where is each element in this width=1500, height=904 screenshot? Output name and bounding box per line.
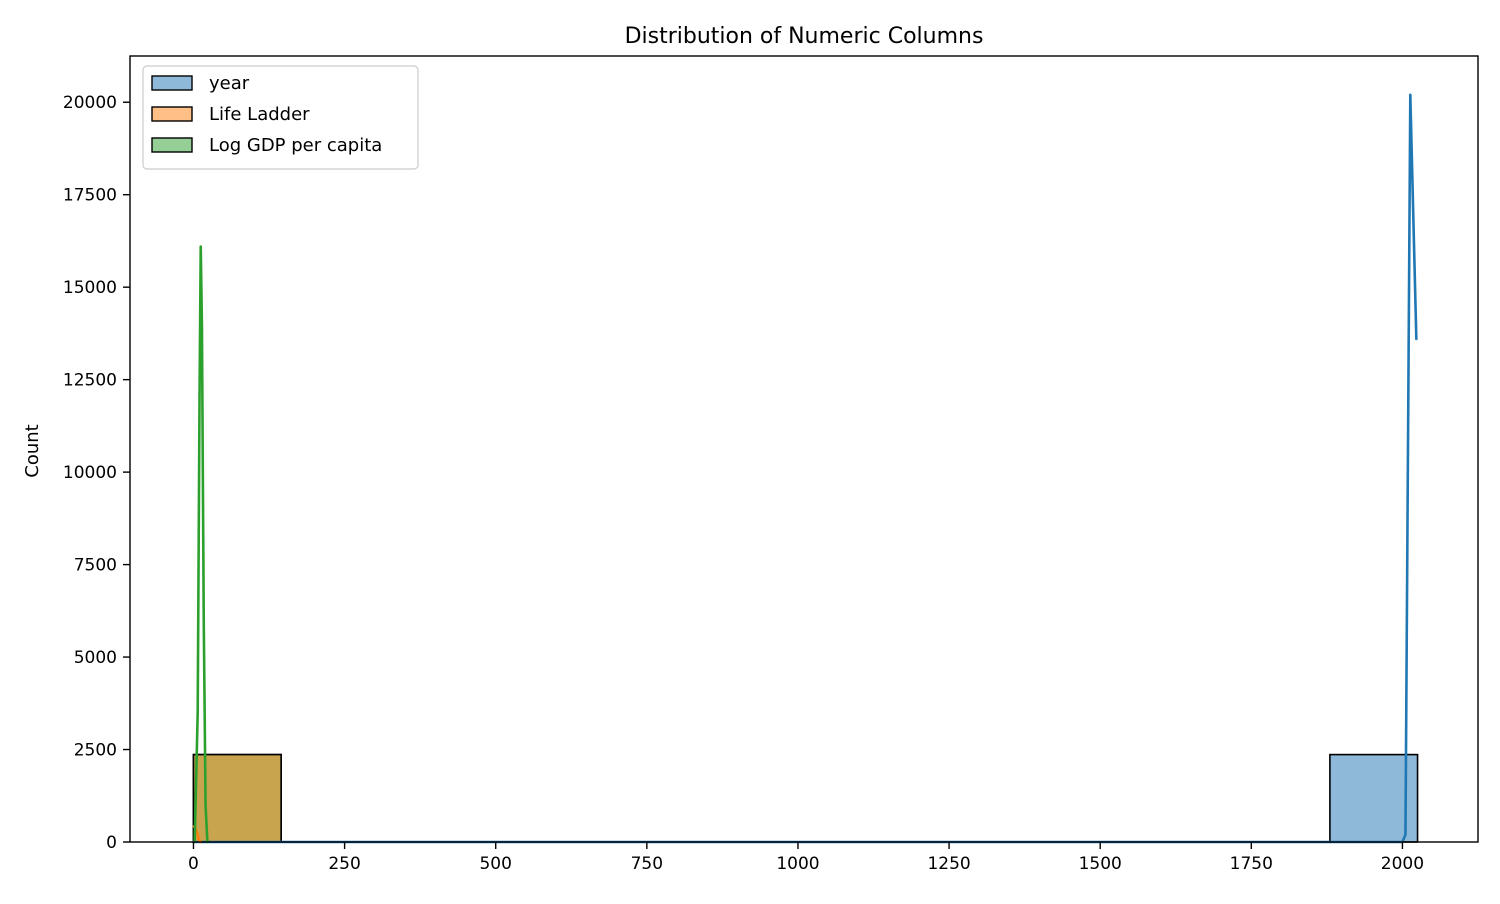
- legend-label-life-ladder: Life Ladder: [209, 104, 310, 125]
- legend-swatch-log-gdp-per-capita: [151, 137, 193, 153]
- x-tick-label-500: 500: [479, 854, 511, 874]
- y-tick-label-7500: 7500: [74, 556, 117, 576]
- legend-swatch-year: [151, 75, 193, 91]
- x-tick-label-1000: 1000: [776, 854, 819, 874]
- y-tick-label-12500: 12500: [63, 371, 117, 391]
- x-tick-label-2000: 2000: [1381, 854, 1424, 874]
- x-tick-label-1250: 1250: [927, 854, 970, 874]
- y-tick-label-17500: 17500: [63, 186, 117, 206]
- axes: 0 250 500 750 1000 1250 1500 1750 20000250050007…: [63, 55, 1479, 874]
- legend-swatch-life-ladder: [151, 106, 193, 122]
- y-tick-label-20000: 20000: [63, 93, 117, 113]
- x-tick-label-750: 750: [631, 854, 663, 874]
- histogram-bar-log-gdp-per-capita-0: [192, 753, 282, 843]
- y-tick-label-10000: 10000: [63, 463, 117, 483]
- kde-line-log-gdp-per-capita: [193, 245, 209, 844]
- legend: year Life Ladder Log GDP per capita: [142, 65, 419, 170]
- y-tick-label-15000: 15000: [63, 278, 117, 298]
- histogram-bar-year-0: [1329, 753, 1419, 843]
- y-tick-label-5000: 5000: [74, 648, 117, 668]
- x-tick-label-1500: 1500: [1079, 854, 1122, 874]
- x-tick-label-0: 0: [188, 854, 199, 874]
- chart-title: Distribution of Numeric Columns: [625, 24, 984, 49]
- axes-frame: [129, 55, 1479, 843]
- legend-box: [142, 65, 419, 170]
- x-tick-label-1750: 1750: [1230, 854, 1273, 874]
- x-tick-label-250: 250: [328, 854, 360, 874]
- y-tick-label-2500: 2500: [74, 741, 117, 761]
- legend-label-year: year: [209, 73, 250, 94]
- y-axis-label: Count: [22, 424, 43, 477]
- legend-label-log-gdp-per-capita: Log GDP per capita: [209, 135, 382, 156]
- y-tick-label-0: 0: [106, 833, 117, 853]
